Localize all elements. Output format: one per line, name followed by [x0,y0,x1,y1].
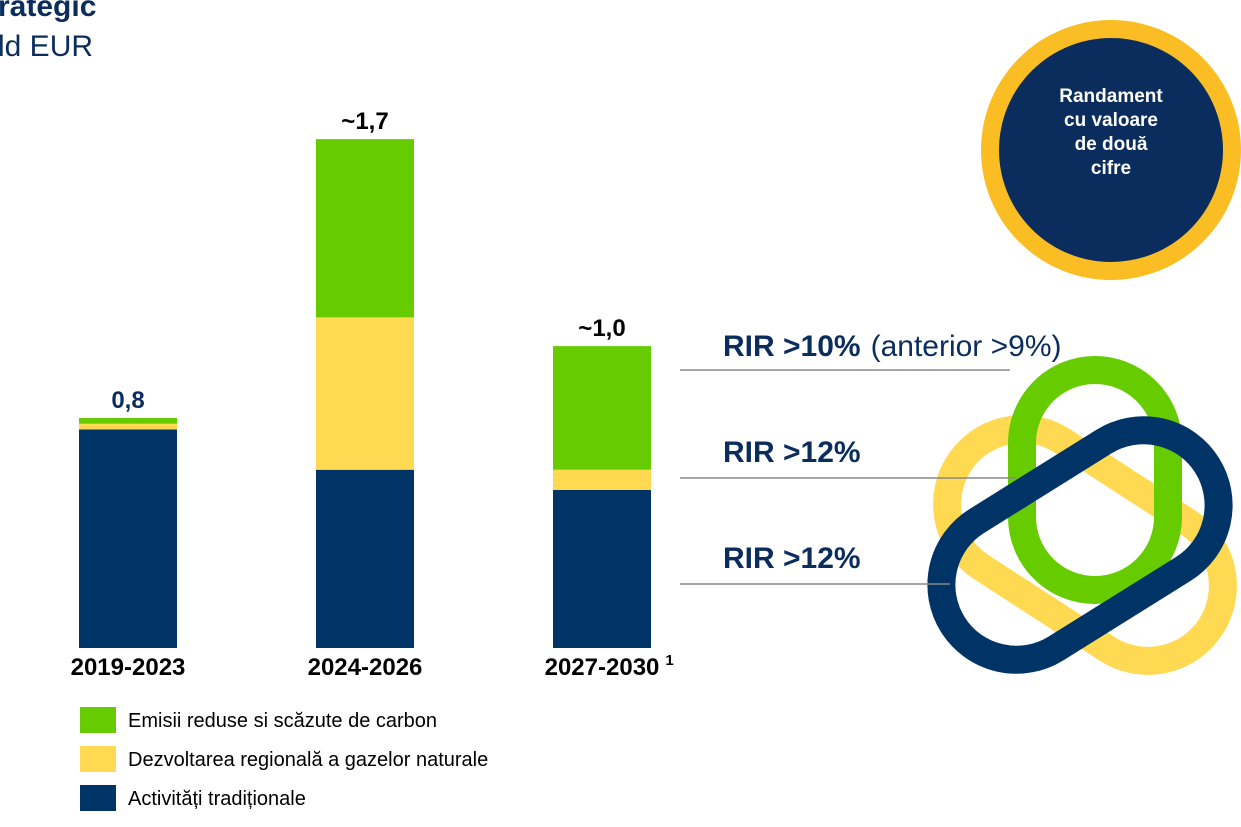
links-logo [927,356,1237,675]
legend-label: Dezvoltarea regională a gazelor naturale [128,749,488,771]
badge-text: de două [1075,134,1148,155]
badge-text: cu valoare [1064,110,1158,131]
bar-segment [79,423,177,430]
legend-swatch [80,746,116,772]
x-tick-label: 2024-2026 [308,654,423,681]
badge-text: Randament [1059,86,1163,107]
bar-segment [553,469,651,490]
total-label: 0,8 [111,387,144,414]
bar-segment [316,139,414,318]
annotation-text: (anterior >9%) [871,330,1062,363]
x-tick-label: 2019-2023 [71,654,186,681]
annotation-bold: RIR >10% [723,330,861,363]
legend-swatch [80,707,116,733]
annotation: RIR >10% (anterior >9%) [723,330,1062,363]
annotation-bold: RIR >12% [723,436,861,469]
bar-segment [316,317,414,470]
bar-segment [316,469,414,648]
footnote-mark: 1 [665,652,673,669]
badge-text: cifre [1091,158,1131,179]
bar-segment [79,429,177,648]
badge: Randament cu valoare de două cifre [981,20,1241,280]
annotation: RIR >12% [723,436,861,469]
bar-segment [553,346,651,470]
bar-segment [79,418,177,424]
chart-title: rategic [0,0,96,23]
logo-link-navy [927,416,1233,674]
total-label: ~1,7 [341,108,388,135]
logo-link-yellow [933,415,1237,675]
legend-label: Activități tradiționale [128,788,306,810]
bar-segment [553,489,651,648]
x-tick-label: 2027-2030 [545,654,660,681]
legend-label: Emisii reduse si scăzute de carbon [128,710,437,732]
badge-circle [981,20,1241,280]
annotation-bold: RIR >12% [723,542,861,575]
total-label: ~1,0 [578,315,625,342]
annotation: RIR >12% [723,542,861,575]
legend-swatch [80,785,116,811]
chart-subtitle: ld EUR [0,30,93,63]
